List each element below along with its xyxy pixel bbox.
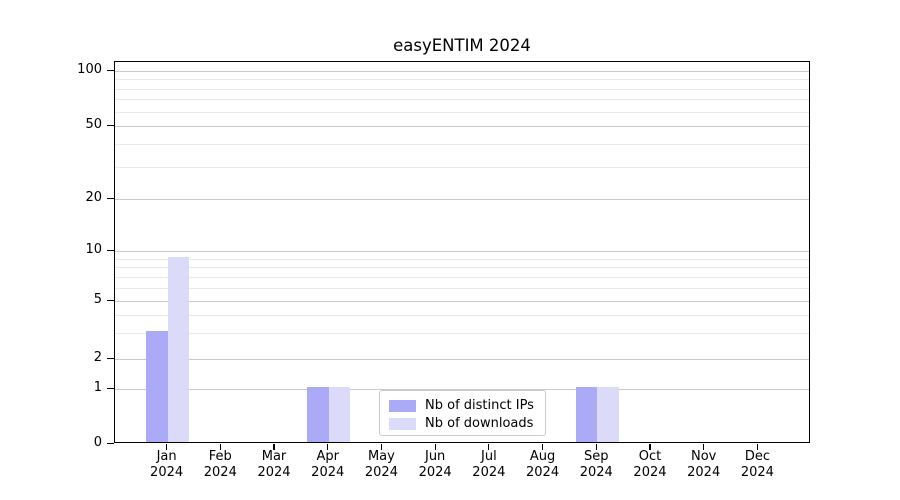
gridline-minor bbox=[115, 258, 809, 260]
legend-swatch-downloads bbox=[389, 417, 416, 430]
gridline-major bbox=[115, 301, 809, 302]
x-tick-mark bbox=[166, 444, 168, 450]
x-tick-mark bbox=[434, 444, 436, 450]
y-tick-mark bbox=[107, 442, 114, 444]
bar-downloads bbox=[597, 387, 619, 442]
y-tick-label: 100 bbox=[77, 62, 102, 77]
x-tick-label: Nov 2024 bbox=[672, 449, 736, 480]
x-tick-label: Jan 2024 bbox=[135, 449, 199, 480]
y-tick-mark bbox=[107, 69, 114, 71]
x-tick-mark bbox=[649, 444, 651, 450]
x-tick-label-month: Aug bbox=[529, 449, 556, 464]
chart-title: easyENTIM 2024 bbox=[393, 36, 531, 55]
x-tick-label-month: Jan bbox=[156, 449, 177, 464]
x-tick-label-month: Oct bbox=[638, 449, 662, 464]
x-tick-mark bbox=[756, 444, 758, 450]
gridline-minor bbox=[115, 143, 809, 145]
x-tick-label-month: Jun bbox=[424, 449, 446, 464]
gridline-minor bbox=[115, 166, 809, 168]
gridline-major bbox=[115, 359, 809, 360]
x-tick-mark bbox=[595, 444, 597, 450]
x-tick-label-year: 2024 bbox=[472, 464, 506, 480]
gridline-minor bbox=[115, 287, 809, 289]
x-tick-label: Jun 2024 bbox=[403, 449, 467, 480]
x-tick-label-month: Dec bbox=[744, 449, 770, 464]
x-tick-label-year: 2024 bbox=[740, 464, 774, 480]
x-tick-mark bbox=[219, 444, 221, 450]
x-tick-mark bbox=[273, 444, 275, 450]
y-tick-label: 2 bbox=[93, 350, 102, 365]
x-tick-label: Mar 2024 bbox=[242, 449, 306, 480]
x-tick-label-month: Mar bbox=[261, 449, 287, 464]
x-tick-label-year: 2024 bbox=[364, 464, 398, 480]
x-tick-label: May 2024 bbox=[349, 449, 413, 480]
x-tick-mark bbox=[541, 444, 544, 450]
y-tick-mark bbox=[107, 197, 114, 199]
x-tick-label-month: Nov bbox=[691, 449, 717, 464]
x-tick-label-year: 2024 bbox=[687, 464, 721, 480]
x-tick-label-year: 2024 bbox=[311, 464, 345, 480]
gridline-minor bbox=[115, 267, 809, 269]
x-tick-mark bbox=[703, 444, 705, 450]
x-tick-label-year: 2024 bbox=[418, 464, 452, 480]
x-tick-label-year: 2024 bbox=[633, 464, 667, 480]
y-tick-label: 5 bbox=[93, 292, 102, 307]
gridline-minor bbox=[115, 99, 809, 101]
x-tick-mark bbox=[327, 444, 329, 450]
plot-area bbox=[114, 61, 810, 443]
legend-entry-downloads: Nb of downloads bbox=[389, 415, 537, 432]
gridline-major bbox=[115, 389, 809, 390]
x-tick-label: Jul 2024 bbox=[457, 449, 521, 480]
legend-label-downloads: Nb of downloads bbox=[425, 415, 534, 431]
x-tick-label: Oct 2024 bbox=[618, 449, 682, 480]
gridline-minor bbox=[115, 88, 809, 90]
y-tick-label: 50 bbox=[85, 117, 102, 132]
y-tick-label: 0 bbox=[93, 435, 102, 450]
gridline-minor bbox=[115, 111, 809, 113]
x-tick-mark bbox=[488, 444, 490, 450]
gridline-minor bbox=[115, 333, 809, 335]
gridline-minor bbox=[115, 79, 809, 81]
x-tick-label: Aug 2024 bbox=[511, 449, 575, 480]
x-tick-label: Feb 2024 bbox=[188, 449, 252, 480]
x-tick-label-month: Sep bbox=[584, 449, 609, 464]
bar-downloads bbox=[167, 256, 190, 442]
x-tick-label-year: 2024 bbox=[150, 464, 184, 480]
x-tick-mark bbox=[380, 444, 383, 450]
x-tick-label: Sep 2024 bbox=[564, 449, 628, 480]
gridline-minor bbox=[115, 276, 809, 278]
x-tick-label: Dec 2024 bbox=[725, 449, 789, 480]
x-tick-label-year: 2024 bbox=[203, 464, 237, 480]
y-tick-label: 20 bbox=[85, 190, 102, 205]
bar-distinct-ips bbox=[146, 331, 168, 442]
y-tick-mark bbox=[107, 249, 114, 251]
gridline-major bbox=[115, 251, 809, 252]
x-tick-label-month: Feb bbox=[208, 449, 232, 464]
legend-swatch-distinct-ips bbox=[389, 399, 416, 412]
x-tick-label-month: Apr bbox=[316, 449, 339, 464]
y-tick-mark bbox=[107, 299, 114, 301]
y-tick-mark bbox=[107, 357, 114, 359]
x-tick-label-year: 2024 bbox=[257, 464, 291, 480]
x-tick-label-year: 2024 bbox=[526, 464, 560, 480]
bar-downloads bbox=[328, 387, 351, 442]
x-tick-label-month: Jul bbox=[481, 449, 497, 464]
x-tick-label: Apr 2024 bbox=[296, 449, 360, 480]
gridline-major bbox=[115, 71, 809, 72]
y-tick-label: 10 bbox=[85, 242, 102, 257]
legend-entry-distinct-ips: Nb of distinct IPs bbox=[389, 397, 537, 414]
legend: Nb of distinct IPs Nb of downloads bbox=[379, 390, 546, 436]
y-tick-mark bbox=[107, 387, 114, 389]
x-tick-label-year: 2024 bbox=[579, 464, 613, 480]
legend-label-distinct-ips: Nb of distinct IPs bbox=[425, 397, 534, 413]
y-tick-label: 1 bbox=[93, 380, 102, 395]
gridline-minor bbox=[115, 315, 809, 317]
gridline-major bbox=[115, 126, 809, 127]
bar-distinct-ips bbox=[575, 387, 598, 442]
x-tick-label-month: May bbox=[367, 449, 395, 464]
bar-distinct-ips bbox=[307, 387, 329, 442]
y-tick-mark bbox=[107, 124, 114, 126]
gridline-major bbox=[115, 199, 809, 200]
